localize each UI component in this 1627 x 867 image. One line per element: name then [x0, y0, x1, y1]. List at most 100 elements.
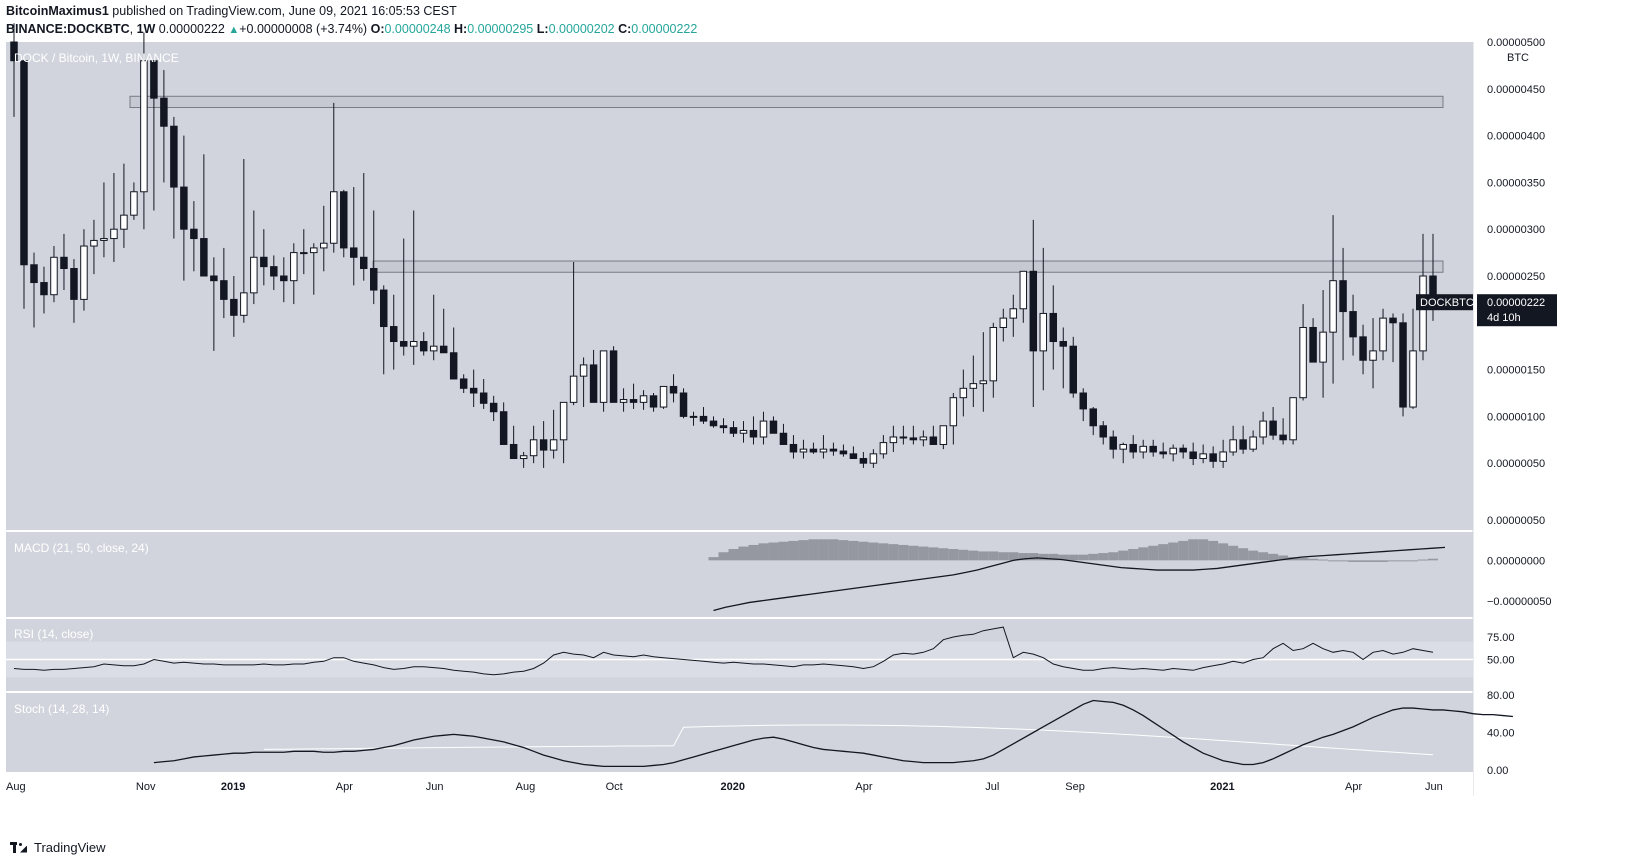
- macd-histogram-bar: [928, 547, 939, 561]
- stoch-pane: [6, 693, 1473, 772]
- candle-body: [1039, 312, 1048, 352]
- macd-histogram-bar: [1018, 553, 1029, 561]
- price-tick-label: 0.00000100: [1487, 411, 1545, 423]
- candle-body: [849, 453, 858, 460]
- candle-body: [399, 341, 408, 347]
- candle-body: [1019, 270, 1028, 310]
- candle-body: [799, 448, 808, 453]
- candle-body: [1159, 451, 1167, 455]
- candle-body: [779, 432, 788, 445]
- candle-body: [140, 60, 148, 193]
- macd-histogram-bar: [908, 545, 919, 561]
- time-tick-label: 2021: [1210, 781, 1234, 793]
- candle-body: [979, 380, 988, 385]
- last-price: 0.00000222: [158, 22, 225, 36]
- price-tick-label: 0.00000050: [1487, 458, 1545, 470]
- candle-body: [999, 317, 1008, 328]
- close-label: C:: [618, 22, 632, 36]
- candle-body: [330, 191, 338, 244]
- candle-body: [479, 392, 488, 404]
- time-tick-label: Nov: [136, 781, 156, 793]
- price-tick-label: 0.00000150: [1487, 365, 1545, 377]
- candle-body: [1419, 275, 1427, 352]
- macd-histogram-bar: [788, 540, 799, 561]
- candle-body: [649, 395, 658, 408]
- candle-body: [459, 378, 468, 389]
- candle-body: [1289, 397, 1297, 441]
- candle-body: [739, 429, 748, 434]
- candle-body: [1089, 408, 1097, 427]
- macd-histogram-bar: [1098, 553, 1109, 561]
- candle-body: [1389, 317, 1397, 324]
- candle-body: [879, 442, 888, 455]
- macd-histogram-bar: [1428, 558, 1438, 561]
- macd-tick-label: 0.00000000: [1487, 555, 1545, 567]
- candle-body: [1149, 445, 1157, 453]
- candle-body: [469, 387, 478, 394]
- low-label: L:: [536, 22, 549, 36]
- price-tick-label: 0.00000250: [1487, 271, 1545, 283]
- candle-body: [969, 383, 978, 389]
- author-name[interactable]: BitcoinMaximus1: [6, 4, 109, 18]
- candle-body: [939, 425, 948, 445]
- macd-histogram-bar: [838, 540, 849, 561]
- open-value: 0.00000248: [384, 22, 451, 36]
- macd-histogram-bar: [1128, 549, 1139, 561]
- candle-body: [529, 439, 538, 457]
- candle-body: [20, 60, 28, 266]
- candle-body: [949, 397, 958, 427]
- macd-histogram-bar: [918, 546, 929, 561]
- resistance-zone: [372, 260, 1444, 273]
- candle-body: [409, 341, 418, 347]
- candle-body: [1189, 451, 1197, 460]
- candle-body: [230, 298, 238, 316]
- macd-tick-label: −0.00000050: [1487, 596, 1552, 608]
- candle-body: [1209, 453, 1217, 462]
- macd-histogram-bar: [798, 540, 809, 561]
- candle-body: [280, 275, 288, 282]
- time-tick-label: 2020: [720, 781, 744, 793]
- candle-body: [519, 455, 528, 460]
- publish-header: BitcoinMaximus1 published on TradingView…: [6, 4, 457, 18]
- candle-body: [669, 385, 678, 394]
- macd-histogram-bar: [1218, 543, 1229, 561]
- candle-body: [899, 436, 908, 439]
- symbol-label: BINANCE:DOCKBTC: [6, 22, 130, 36]
- tradingview-brand[interactable]: TradingView: [34, 840, 106, 855]
- macd-histogram-bar: [1298, 557, 1309, 561]
- interval-label: 1W: [136, 22, 156, 36]
- candle-body: [270, 266, 278, 277]
- macd-histogram-bar: [1318, 559, 1329, 561]
- macd-histogram-bar: [1268, 553, 1279, 561]
- candle-body: [1219, 451, 1227, 462]
- candle-body: [1069, 345, 1078, 394]
- candle-body: [350, 247, 358, 258]
- macd-histogram-bar: [818, 539, 829, 561]
- macd-histogram-bar: [1228, 545, 1239, 561]
- macd-histogram-bar: [1078, 554, 1089, 561]
- last-price-tag-bg: [1477, 294, 1557, 327]
- macd-histogram-bar: [1138, 547, 1149, 561]
- time-axis: [6, 772, 1473, 796]
- macd-histogram-bar: [1328, 560, 1339, 562]
- candle-body: [1269, 420, 1277, 436]
- candle-body: [120, 214, 128, 230]
- macd-histogram-bar: [1118, 550, 1129, 561]
- candle-body: [80, 245, 88, 300]
- macd-histogram-bar: [1258, 552, 1269, 561]
- macd-histogram-bar: [848, 540, 859, 561]
- candle-body: [859, 458, 868, 464]
- macd-histogram-bar: [888, 544, 899, 561]
- candle-body: [919, 436, 928, 441]
- time-tick-label: 2019: [221, 781, 245, 793]
- candle-body: [829, 448, 838, 452]
- candle-body: [539, 439, 548, 451]
- candle-body: [1079, 392, 1087, 410]
- candle-body: [719, 425, 728, 429]
- candle-body: [360, 256, 368, 270]
- candle-body: [729, 427, 738, 434]
- stoch-pane-title: Stoch (14, 28, 14): [14, 702, 109, 716]
- candle-body: [100, 238, 108, 241]
- high-value: 0.00000295: [467, 22, 534, 36]
